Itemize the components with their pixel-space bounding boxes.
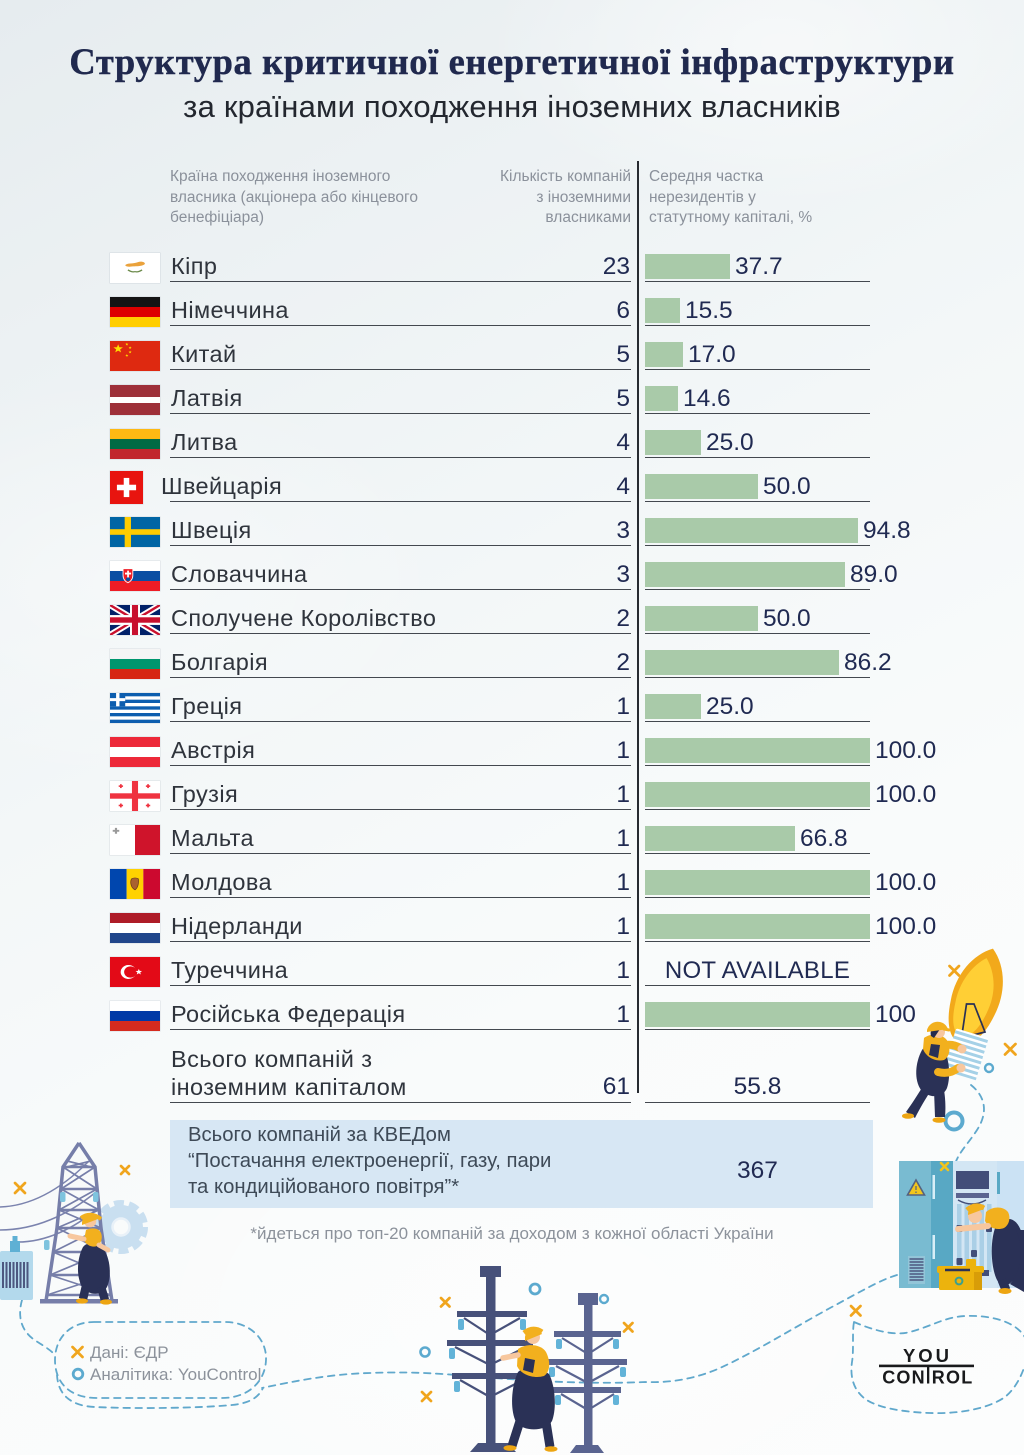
svg-text:YOU: YOU — [903, 1345, 952, 1366]
svg-text:ROL: ROL — [932, 1368, 974, 1388]
svg-text:CON: CON — [882, 1368, 926, 1388]
